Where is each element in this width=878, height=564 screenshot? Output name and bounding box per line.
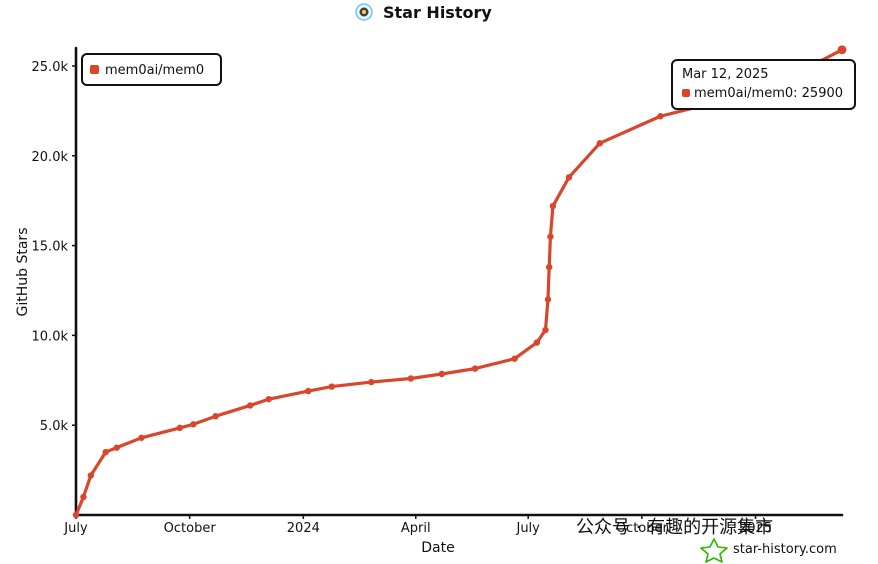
data-point — [471, 365, 479, 372]
data-point — [511, 355, 518, 362]
data-point — [212, 413, 219, 420]
data-point — [837, 45, 847, 55]
data-point — [72, 511, 80, 519]
data-point — [138, 434, 145, 441]
series-line-mem0ai-mem0 — [74, 48, 844, 517]
chart-title-icon — [355, 3, 373, 21]
y-tick-label: 15.0k — [32, 240, 69, 255]
legend: mem0ai/mem0 — [81, 53, 222, 86]
star-history-logo-icon — [700, 538, 728, 563]
y-tick-label: 25.0k — [32, 60, 69, 75]
y-tick-label: 10.0k — [32, 329, 69, 344]
data-point — [547, 233, 554, 240]
tooltip-box — [671, 59, 856, 110]
tooltip-value: mem0ai/mem0: 25900 — [694, 86, 843, 101]
data-point — [305, 387, 312, 395]
data-point — [190, 421, 197, 428]
data-point — [407, 375, 415, 382]
data-point — [438, 370, 445, 378]
data-point — [87, 472, 95, 479]
x-tick-label: July — [63, 521, 88, 536]
y-tick-label: 20.0k — [32, 150, 69, 165]
x-tick-label: April — [401, 521, 431, 536]
legend-box — [81, 53, 222, 86]
data-point — [80, 493, 87, 501]
tooltip-date: Mar 12, 2025 — [682, 67, 769, 82]
wechat-watermark: 公众号 · 有趣的开源集市 — [576, 517, 773, 538]
data-point — [176, 424, 183, 432]
x-tick-label: October — [164, 521, 217, 536]
x-tick-label: 2025 — [739, 521, 772, 536]
data-point — [368, 378, 375, 386]
data-point — [545, 263, 553, 271]
tooltip: Mar 12, 2025 mem0ai/mem0: 25900 — [671, 59, 856, 110]
data-point — [542, 326, 549, 334]
data-point — [533, 339, 541, 346]
y-axis-title: GitHub Stars — [15, 228, 31, 317]
data-point — [549, 202, 557, 210]
x-tick-label: 2024 — [287, 521, 320, 536]
data-point — [328, 383, 335, 390]
data-point — [544, 296, 552, 303]
legend-swatch — [90, 65, 99, 74]
data-point — [565, 174, 573, 181]
data-point — [265, 395, 272, 403]
x-tick-label: October — [616, 521, 669, 536]
legend-entry: mem0ai/mem0 — [105, 63, 204, 78]
footer-website: star-history.com — [733, 542, 837, 557]
data-point — [113, 444, 120, 451]
data-point — [596, 139, 604, 147]
y-tick-label: 5.0k — [40, 419, 69, 434]
x-axis-title: Date — [421, 540, 454, 556]
chart-title: Star History — [383, 3, 492, 22]
x-tick-label: July — [515, 521, 540, 536]
data-point — [102, 448, 109, 456]
data-point — [247, 402, 254, 409]
tooltip-swatch — [682, 89, 690, 97]
data-point — [657, 113, 664, 120]
